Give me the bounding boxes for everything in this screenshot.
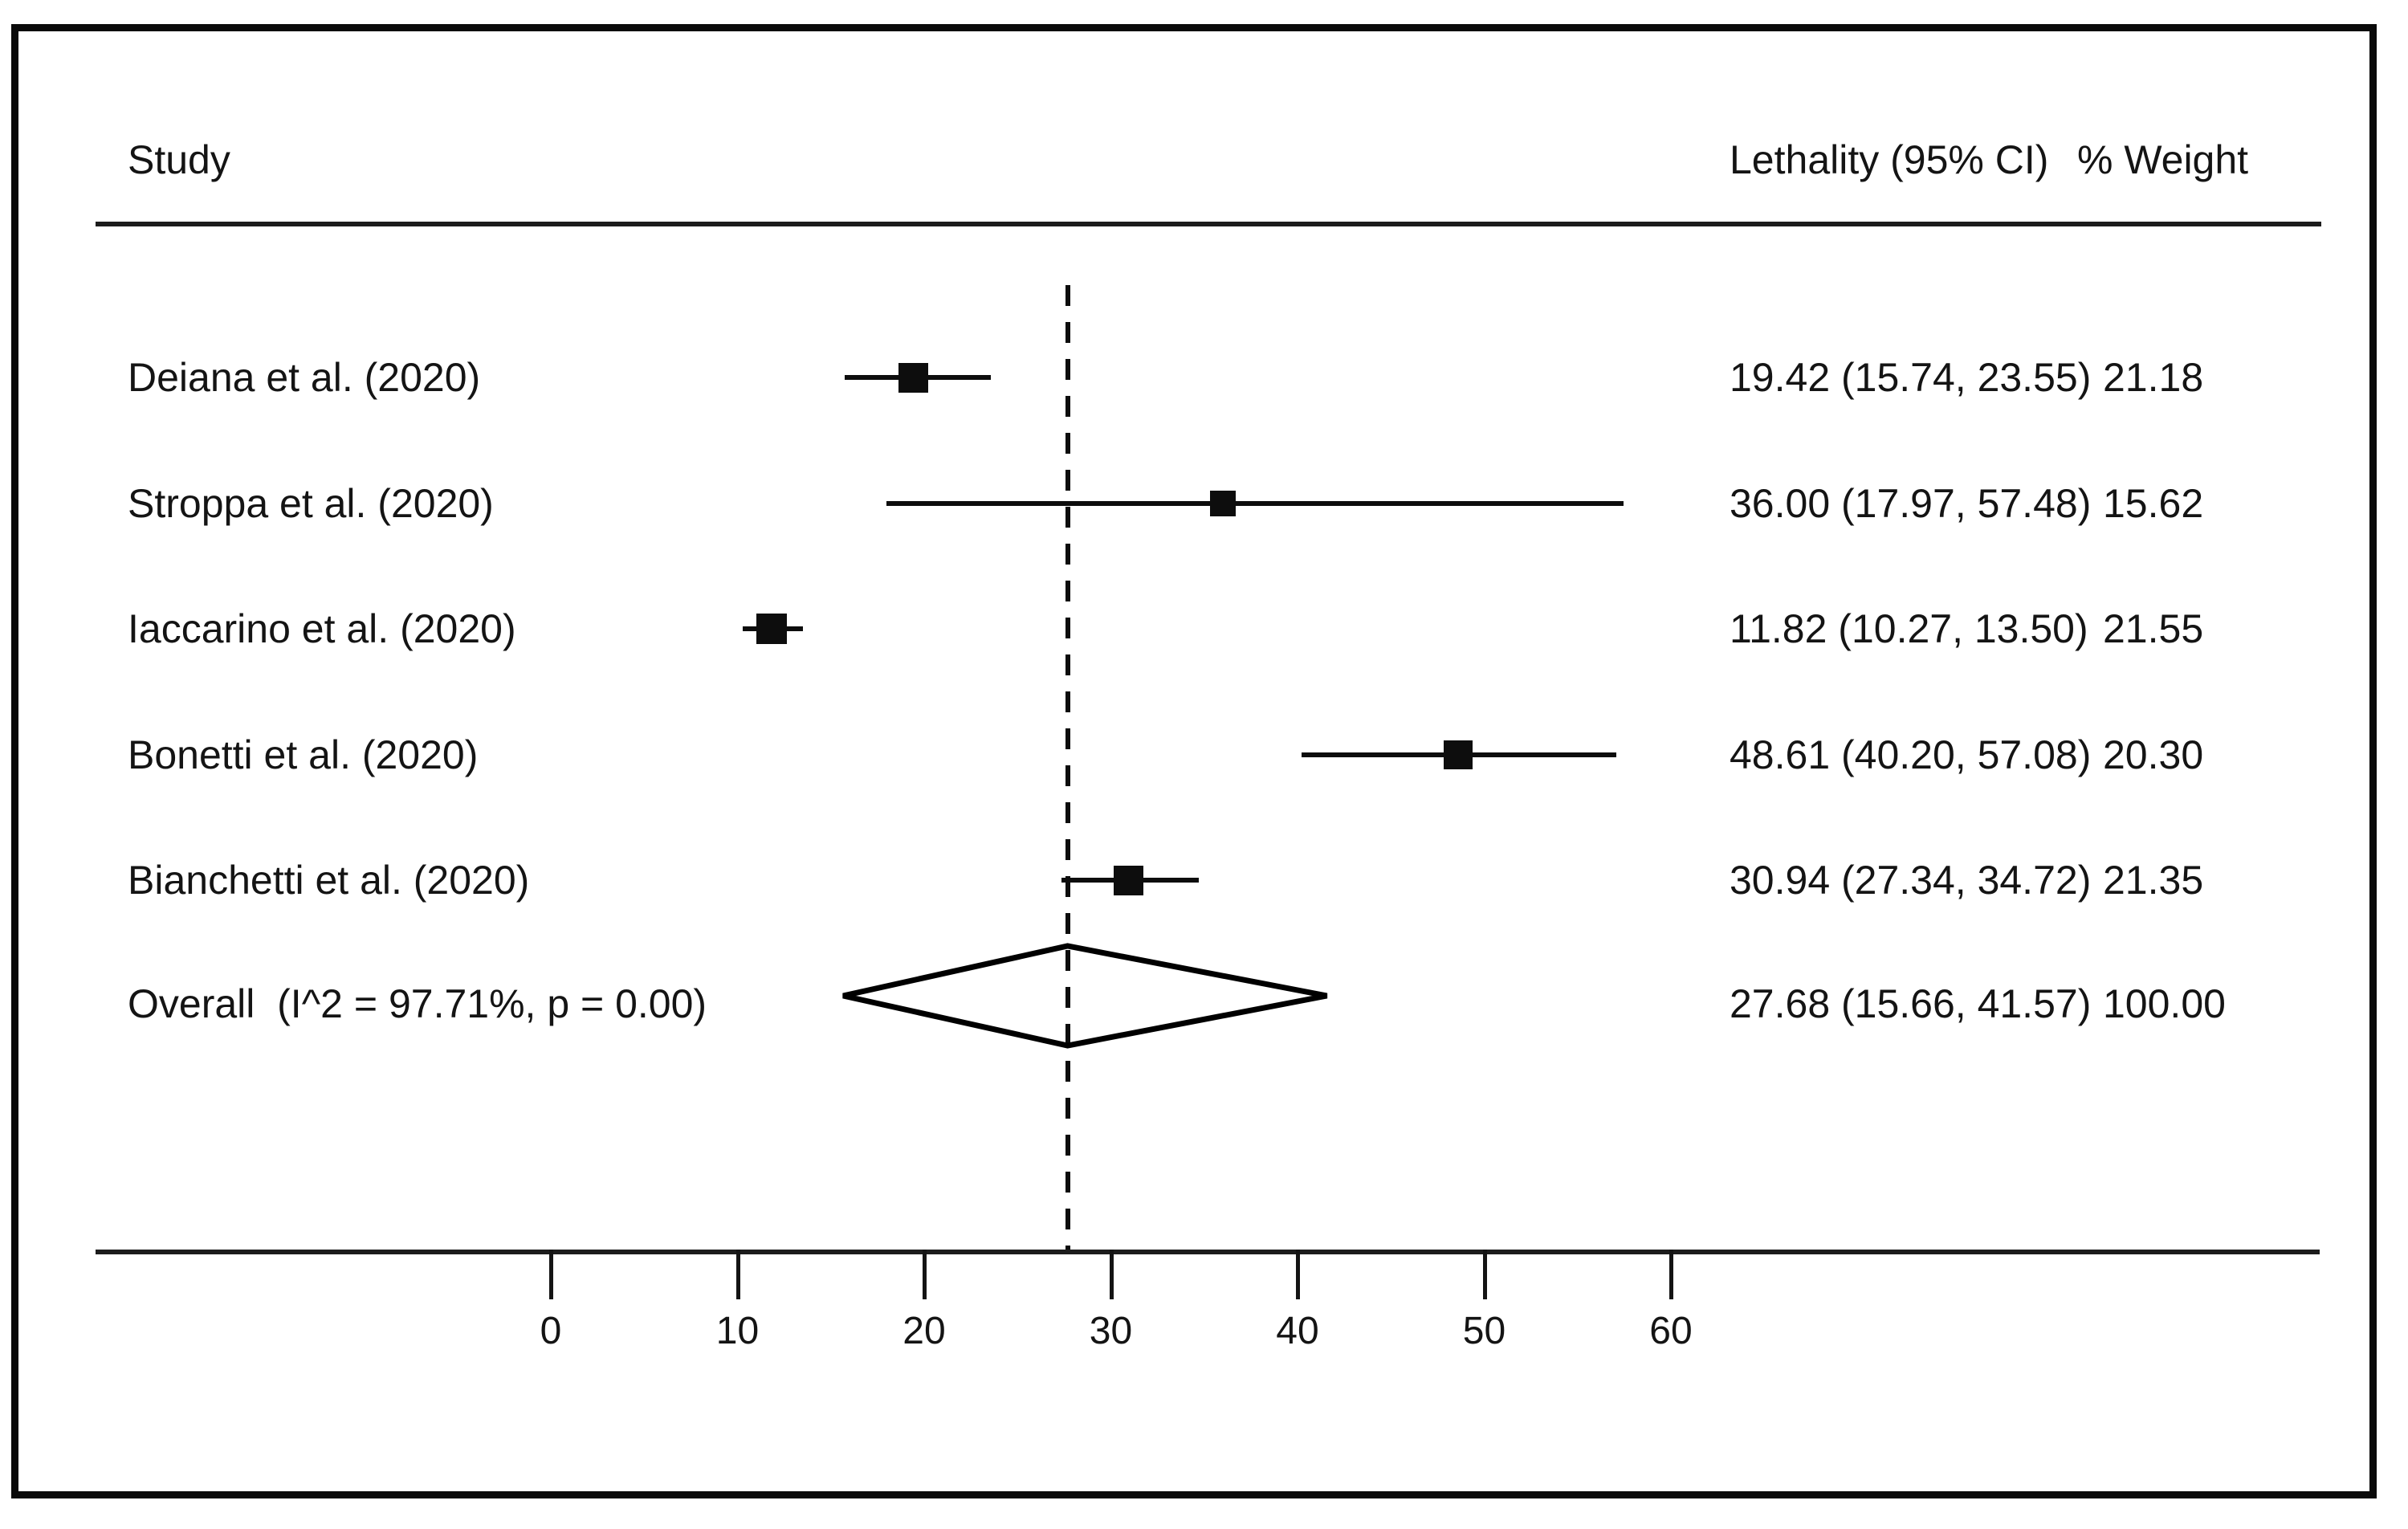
ci-value: 11.82 (10.27, 13.50) <box>1730 606 2088 651</box>
x-axis-line <box>96 1250 2320 1254</box>
x-tick-label: 30 <box>1089 1310 1133 1352</box>
ci-value: 48.61 (40.20, 57.08) <box>1730 732 2092 777</box>
x-tick <box>1296 1250 1300 1299</box>
x-tick-label: 10 <box>715 1310 760 1352</box>
estimate-square <box>756 614 787 644</box>
weight-column-header: % Weight <box>2077 137 2249 182</box>
study-row-label: Iaccarino et al. (2020) <box>128 606 516 651</box>
x-tick-label: 20 <box>902 1310 946 1352</box>
ci-line <box>886 500 1624 506</box>
weight-value: 21.35 <box>2103 858 2204 903</box>
weight-value: 21.18 <box>2103 355 2204 400</box>
x-tick-label: 0 <box>540 1310 562 1352</box>
ci-value: 36.00 (17.97, 57.48) <box>1730 480 2092 526</box>
x-tick <box>735 1250 740 1299</box>
weight-value: 20.30 <box>2103 732 2204 777</box>
study-row-label: Bonetti et al. (2020) <box>128 732 479 777</box>
overall-ci-value: 27.68 (15.66, 41.57) <box>1730 981 2092 1026</box>
study-column-header: Study <box>128 137 230 182</box>
x-tick <box>923 1250 927 1299</box>
x-tick <box>1109 1250 1114 1299</box>
estimate-square <box>898 362 928 393</box>
overall-row-label: Overall (I^2 = 97.71%, p = 0.00) <box>128 981 707 1026</box>
x-tick-label: 60 <box>1649 1310 1693 1352</box>
ci-column-header: Lethality (95% CI) <box>1730 137 2049 182</box>
header-rule <box>96 222 2321 226</box>
study-row-label: Deiana et al. (2020) <box>128 355 481 400</box>
estimate-square <box>1210 490 1236 516</box>
x-tick <box>1669 1250 1673 1299</box>
weight-value: 15.62 <box>2103 480 2204 526</box>
ci-value: 19.42 (15.74, 23.55) <box>1730 355 2092 400</box>
overall-weight-value: 100.00 <box>2103 981 2226 1026</box>
x-tick <box>549 1250 553 1299</box>
forest-plot-figure: Study Lethality (95% CI) % Weight Deiana… <box>11 24 2377 1498</box>
study-row-label: Stroppa et al. (2020) <box>128 480 494 526</box>
x-tick-label: 50 <box>1462 1310 1506 1352</box>
reference-line <box>1065 285 1070 1250</box>
ci-value: 30.94 (27.34, 34.72) <box>1730 858 2092 903</box>
x-tick-label: 40 <box>1276 1310 1319 1352</box>
study-row-label: Bianchetti et al. (2020) <box>128 858 530 903</box>
estimate-square <box>1444 740 1473 769</box>
x-tick <box>1482 1250 1487 1299</box>
weight-value: 21.55 <box>2103 606 2204 651</box>
estimate-square <box>1113 865 1143 895</box>
